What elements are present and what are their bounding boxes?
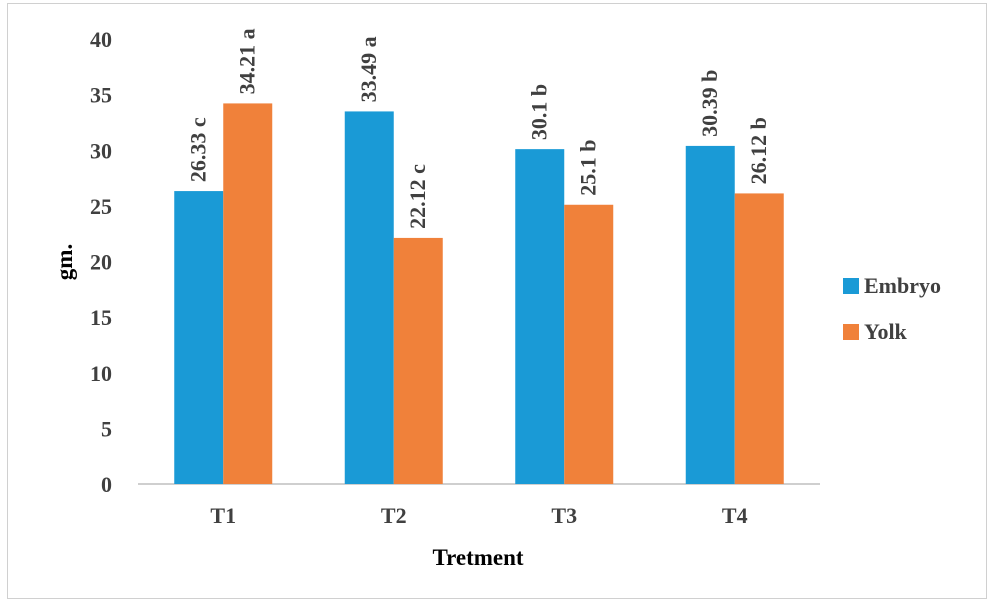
- y-tick-label: 20: [90, 250, 112, 275]
- y-tick-label: 0: [101, 472, 112, 497]
- data-label: 34.21 a: [235, 28, 260, 94]
- legend-swatch-embryo: [843, 278, 859, 294]
- bar-yolk-t3: [564, 204, 614, 484]
- data-label: 26.33 c: [186, 117, 211, 182]
- y-tick-label: 15: [90, 305, 112, 330]
- bar-yolk-t4: [734, 193, 784, 485]
- y-tick-label: 5: [101, 416, 112, 441]
- bar-embryo-t2: [344, 111, 394, 484]
- legend-label-yolk: Yolk: [864, 319, 908, 344]
- x-tick-label: T2: [381, 503, 407, 528]
- y-tick-label: 40: [90, 27, 112, 52]
- legend-swatch-yolk: [843, 324, 859, 340]
- x-tick-label: T3: [551, 503, 577, 528]
- x-axis-ticks: T1 T2 T3 T4: [210, 503, 747, 528]
- y-tick-label: 35: [90, 83, 112, 108]
- y-axis-title: gm.: [52, 244, 77, 280]
- bars: 26.33 c 34.21 a 33.49 a 22.12 c 30.1 b 25.1 b…: [174, 28, 784, 485]
- chart-frame: [7, 3, 987, 599]
- x-tick-label: T4: [722, 503, 748, 528]
- bar-yolk-t2: [393, 237, 443, 484]
- bar-yolk-t1: [223, 103, 273, 484]
- data-label: 26.12 b: [746, 117, 771, 184]
- y-axis-ticks: 0 5 10 15 20 25 30 35 40: [90, 27, 112, 497]
- x-tick-label: T1: [210, 503, 236, 528]
- data-label: 25.1 b: [576, 140, 601, 196]
- legend: Embryo Yolk: [843, 273, 941, 344]
- bar-embryo-t4: [685, 145, 735, 484]
- bar-embryo-t1: [174, 191, 224, 485]
- y-tick-label: 10: [90, 361, 112, 386]
- y-tick-label: 30: [90, 138, 112, 163]
- legend-label-embryo: Embryo: [864, 273, 941, 298]
- data-label: 33.49 a: [356, 36, 381, 102]
- bar-embryo-t3: [515, 149, 565, 484]
- y-tick-label: 25: [90, 194, 112, 219]
- x-axis-title: Tretment: [432, 545, 523, 570]
- data-label: 22.12 c: [405, 164, 430, 229]
- data-label: 30.39 b: [697, 70, 722, 137]
- data-label: 30.1 b: [527, 84, 552, 140]
